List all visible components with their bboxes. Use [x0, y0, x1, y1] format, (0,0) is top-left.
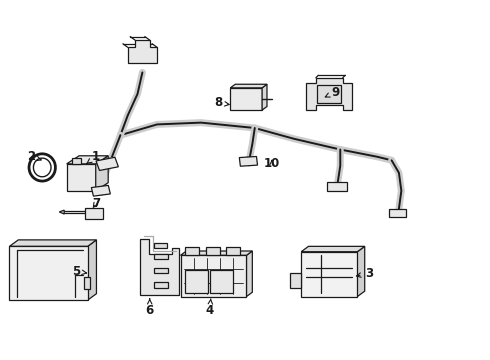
Text: 5: 5	[73, 265, 87, 278]
Polygon shape	[72, 158, 81, 164]
Text: 3: 3	[356, 267, 374, 280]
Polygon shape	[301, 246, 365, 252]
Polygon shape	[226, 247, 240, 255]
Polygon shape	[246, 251, 252, 297]
Text: 8: 8	[214, 96, 229, 109]
Polygon shape	[140, 239, 179, 295]
Text: 6: 6	[146, 299, 154, 318]
Polygon shape	[96, 156, 108, 191]
Polygon shape	[301, 252, 357, 297]
Polygon shape	[317, 85, 341, 103]
Polygon shape	[185, 247, 199, 255]
Polygon shape	[96, 157, 119, 171]
Text: 2: 2	[27, 150, 41, 163]
Polygon shape	[180, 255, 246, 297]
Polygon shape	[67, 164, 96, 191]
Polygon shape	[154, 268, 168, 273]
Polygon shape	[291, 273, 301, 288]
Polygon shape	[154, 243, 167, 248]
Text: 9: 9	[325, 86, 340, 99]
Polygon shape	[327, 181, 346, 192]
Polygon shape	[84, 277, 90, 289]
Polygon shape	[91, 185, 110, 196]
Polygon shape	[88, 240, 97, 300]
Polygon shape	[389, 209, 406, 217]
Polygon shape	[85, 208, 103, 219]
Polygon shape	[67, 156, 108, 164]
Polygon shape	[306, 78, 352, 110]
Bar	[185, 270, 208, 293]
Polygon shape	[154, 253, 168, 259]
Text: 1: 1	[87, 150, 100, 163]
Polygon shape	[230, 84, 267, 88]
Polygon shape	[9, 240, 97, 246]
Polygon shape	[180, 251, 252, 255]
Polygon shape	[262, 84, 267, 110]
Polygon shape	[239, 157, 258, 166]
Polygon shape	[206, 247, 220, 255]
Polygon shape	[9, 246, 88, 300]
Polygon shape	[357, 246, 365, 297]
Polygon shape	[154, 282, 168, 288]
Text: 4: 4	[206, 299, 214, 318]
Bar	[210, 270, 233, 293]
Polygon shape	[128, 40, 157, 63]
Text: 7: 7	[92, 197, 100, 210]
Polygon shape	[230, 88, 262, 110]
Polygon shape	[59, 210, 64, 214]
Text: 10: 10	[264, 157, 280, 170]
